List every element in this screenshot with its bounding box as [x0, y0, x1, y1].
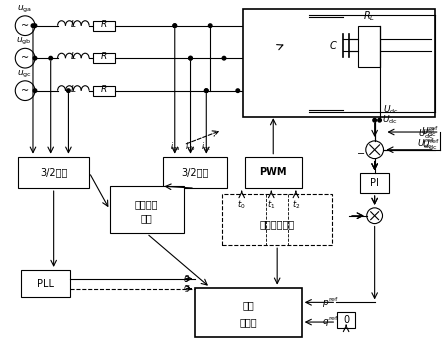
Bar: [110, 186, 184, 233]
Text: $\theta$: $\theta$: [183, 273, 190, 284]
Circle shape: [189, 56, 192, 60]
Circle shape: [33, 24, 37, 27]
Circle shape: [208, 24, 212, 27]
Text: $q^{\rm ref}$: $q^{\rm ref}$: [322, 315, 339, 329]
Text: 矢量作用时间: 矢量作用时间: [259, 220, 295, 230]
Text: ~: ~: [21, 86, 29, 96]
Circle shape: [204, 89, 208, 93]
Text: $U_{\rm dc}^{\rm ref}$: $U_{\rm dc}^{\rm ref}$: [422, 137, 441, 152]
Text: $p^{\rm ref}$: $p^{\rm ref}$: [322, 295, 339, 309]
Circle shape: [31, 24, 35, 27]
Text: $R$: $R$: [100, 83, 108, 94]
Bar: [21, 270, 70, 297]
Bar: [93, 86, 115, 96]
Bar: [93, 53, 115, 63]
Text: $R$: $R$: [100, 18, 108, 29]
Bar: [18, 157, 89, 188]
Bar: [243, 9, 435, 117]
Text: $q$: $q$: [183, 283, 190, 294]
Circle shape: [33, 89, 37, 93]
Text: 3/2变换: 3/2变换: [40, 168, 67, 177]
Text: $u_{\rm ga}$: $u_{\rm ga}$: [17, 4, 32, 15]
Circle shape: [33, 56, 37, 60]
Text: $i_{\rm gc}$: $i_{\rm gc}$: [201, 140, 211, 154]
Bar: [163, 157, 227, 188]
Text: $i_{\rm ga}$: $i_{\rm ga}$: [170, 140, 180, 154]
Text: $R$: $R$: [100, 50, 108, 61]
Bar: [360, 174, 389, 193]
Text: $U_{\rm dc}^{\rm ref}$: $U_{\rm dc}^{\rm ref}$: [418, 126, 437, 142]
Bar: [222, 194, 332, 245]
Text: $U_{\rm dc}$: $U_{\rm dc}$: [382, 114, 397, 126]
Text: 3/2变换: 3/2变换: [181, 168, 209, 177]
Text: PLL: PLL: [37, 279, 54, 289]
Bar: [245, 12, 309, 115]
Circle shape: [222, 56, 226, 60]
Text: $i_{\rm gb}$: $i_{\rm gb}$: [185, 140, 196, 154]
Text: $t_1$: $t_1$: [267, 199, 276, 212]
Circle shape: [189, 56, 192, 60]
Text: PWM: PWM: [259, 168, 287, 177]
Text: $U_{\rm dc}$: $U_{\rm dc}$: [383, 104, 398, 116]
Text: $-$: $-$: [356, 147, 365, 157]
Circle shape: [67, 89, 70, 93]
Text: $u_{\rm gb}$: $u_{\rm gb}$: [17, 36, 32, 47]
Bar: [245, 157, 302, 188]
Text: ~: ~: [21, 21, 29, 31]
Circle shape: [173, 24, 177, 27]
Text: $R_L$: $R_L$: [363, 9, 375, 23]
Bar: [195, 288, 302, 337]
Text: $L$: $L$: [70, 18, 77, 29]
Text: $u_{\rm gc}$: $u_{\rm gc}$: [17, 69, 31, 80]
Text: 计算: 计算: [141, 214, 153, 224]
Text: 矢量表: 矢量表: [240, 317, 258, 327]
Text: 改进: 改进: [243, 300, 254, 310]
Text: $L$: $L$: [70, 50, 77, 61]
Circle shape: [173, 24, 177, 27]
Circle shape: [378, 118, 381, 122]
Bar: [337, 312, 355, 328]
Circle shape: [373, 118, 376, 122]
Text: $U_{\rm dc}^{\rm ref}$: $U_{\rm dc}^{\rm ref}$: [422, 125, 439, 139]
Text: $t_2$: $t_2$: [292, 199, 300, 212]
Bar: [93, 21, 115, 31]
Text: ~: ~: [21, 53, 29, 63]
Text: $t_0$: $t_0$: [237, 199, 246, 212]
Circle shape: [49, 56, 52, 60]
Text: PI: PI: [370, 178, 379, 188]
Text: $U_{\rm dc}^{\rm ref}$: $U_{\rm dc}^{\rm ref}$: [417, 136, 435, 151]
Circle shape: [236, 89, 240, 93]
Text: 0: 0: [343, 315, 349, 325]
Bar: [358, 26, 379, 67]
Text: $C$: $C$: [329, 39, 338, 51]
Text: $L$: $L$: [70, 83, 77, 94]
Circle shape: [204, 89, 208, 93]
Text: 有功无功: 有功无功: [135, 199, 159, 209]
